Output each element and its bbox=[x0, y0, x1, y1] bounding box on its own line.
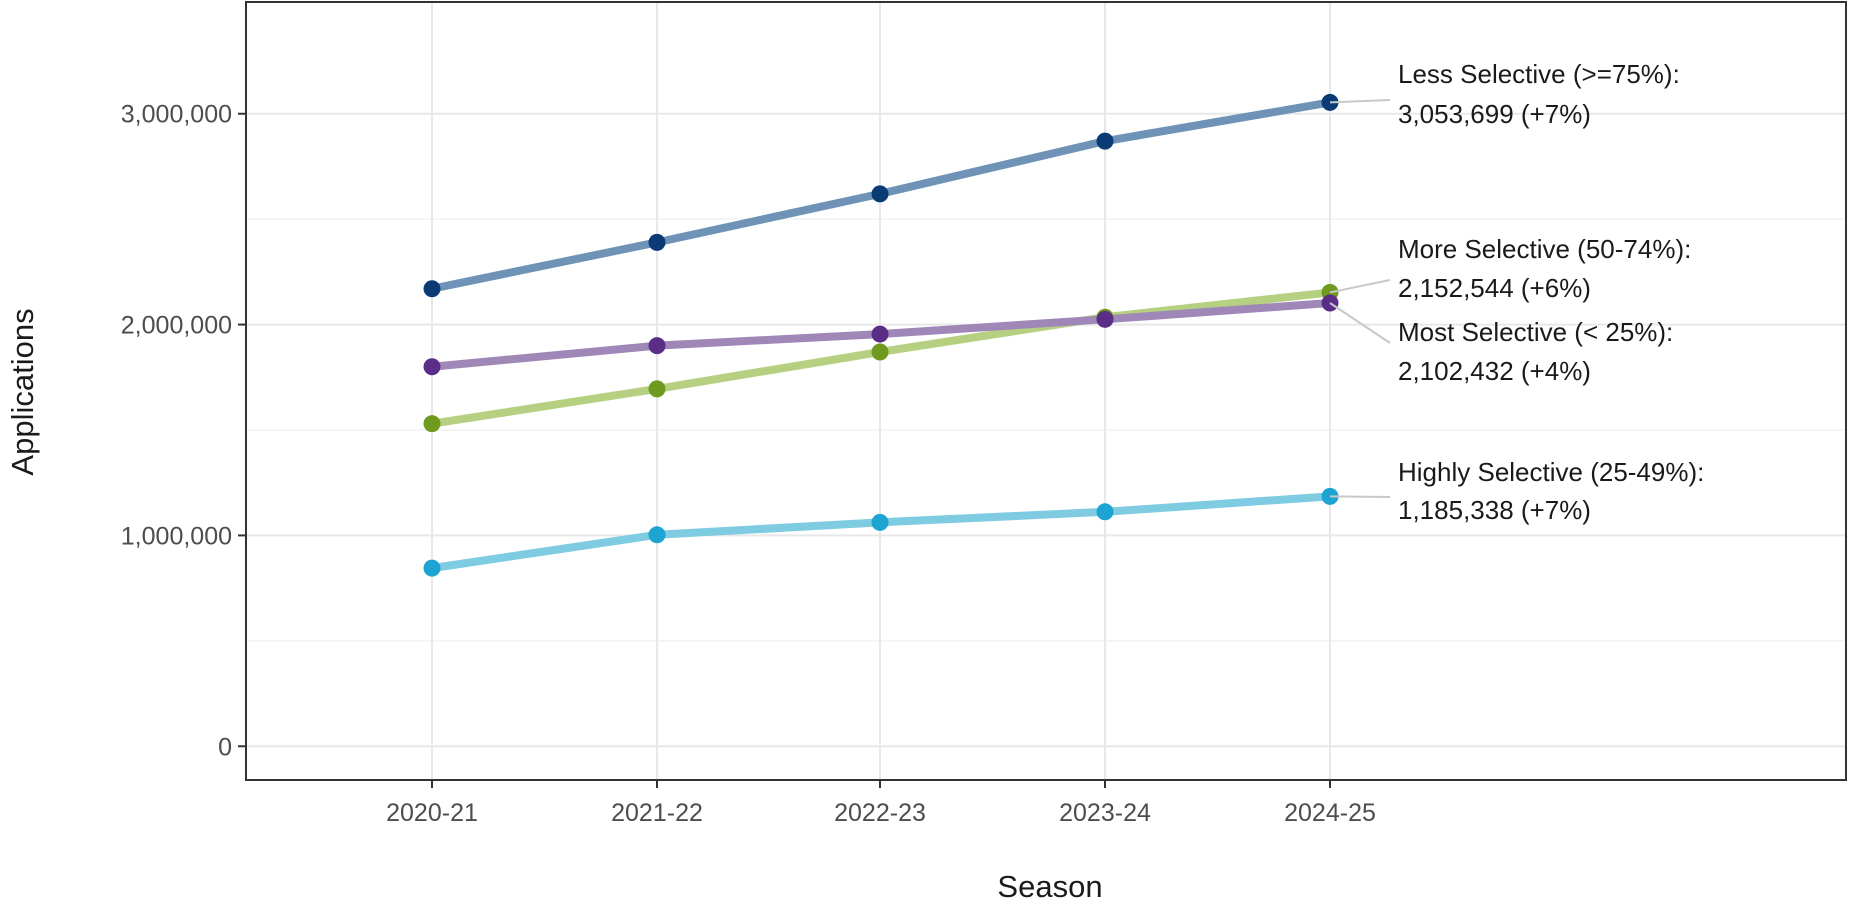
data-point-most-selective bbox=[1096, 310, 1114, 328]
y-tick-label: 0 bbox=[218, 733, 232, 761]
x-axis-title: Season bbox=[997, 869, 1102, 903]
data-point-more-selective bbox=[648, 380, 666, 398]
data-point-most-selective bbox=[871, 325, 889, 343]
data-point-less-selective bbox=[871, 185, 889, 203]
y-tick-label: 1,000,000 bbox=[121, 522, 232, 550]
y-tick-label: 3,000,000 bbox=[121, 101, 232, 129]
data-point-most-selective bbox=[423, 358, 441, 376]
x-tick-label: 2023-24 bbox=[1059, 799, 1151, 827]
series-value-less-selective: 3,053,699 (+7%) bbox=[1398, 99, 1591, 129]
data-point-highly-selective bbox=[871, 513, 889, 531]
data-point-less-selective bbox=[423, 280, 441, 298]
data-point-most-selective bbox=[648, 337, 666, 355]
series-label-less-selective: Less Selective (>=75%): bbox=[1398, 59, 1680, 89]
leader-line-less-selective bbox=[1329, 99, 1391, 104]
x-tick-label: 2024-25 bbox=[1284, 799, 1376, 827]
x-tick-label: 2021-22 bbox=[611, 799, 703, 827]
series-label-highly-selective: Highly Selective (25-49%): bbox=[1398, 457, 1704, 487]
series-label-more-selective: More Selective (50-74%): bbox=[1398, 234, 1691, 264]
y-axis-title: Applications bbox=[5, 308, 40, 475]
leader-line-most-selective bbox=[1329, 302, 1391, 344]
leader-line-highly-selective bbox=[1329, 495, 1391, 498]
data-point-highly-selective bbox=[423, 559, 441, 577]
data-point-more-selective bbox=[871, 343, 889, 361]
data-point-highly-selective bbox=[648, 526, 666, 544]
series-value-most-selective: 2,102,432 (+4%) bbox=[1398, 356, 1591, 386]
axes: 0 1,000,000 2,000,000 3,000,000 2020-21 2021-… bbox=[121, 101, 1376, 827]
series-value-highly-selective: 1,185,338 (+7%) bbox=[1398, 495, 1591, 525]
x-tick-label: 2022-23 bbox=[834, 799, 926, 827]
data-point-highly-selective bbox=[1096, 503, 1114, 521]
data-point-less-selective bbox=[648, 233, 666, 251]
series-value-more-selective: 2,152,544 (+6%) bbox=[1398, 273, 1591, 303]
plot-background bbox=[246, 2, 1846, 780]
data-point-less-selective bbox=[1096, 132, 1114, 150]
x-tick-label: 2020-21 bbox=[386, 799, 478, 827]
y-tick-label: 2,000,000 bbox=[121, 312, 232, 340]
series-group bbox=[423, 93, 1339, 577]
annotations: Less Selective (>=75%): 3,053,699 (+7%) Mo… bbox=[1329, 59, 1704, 525]
series-label-most-selective: Most Selective (< 25%): bbox=[1398, 317, 1673, 347]
data-point-more-selective bbox=[423, 415, 441, 433]
plot-border bbox=[245, 1, 1847, 781]
leader-line-more-selective bbox=[1329, 279, 1391, 294]
